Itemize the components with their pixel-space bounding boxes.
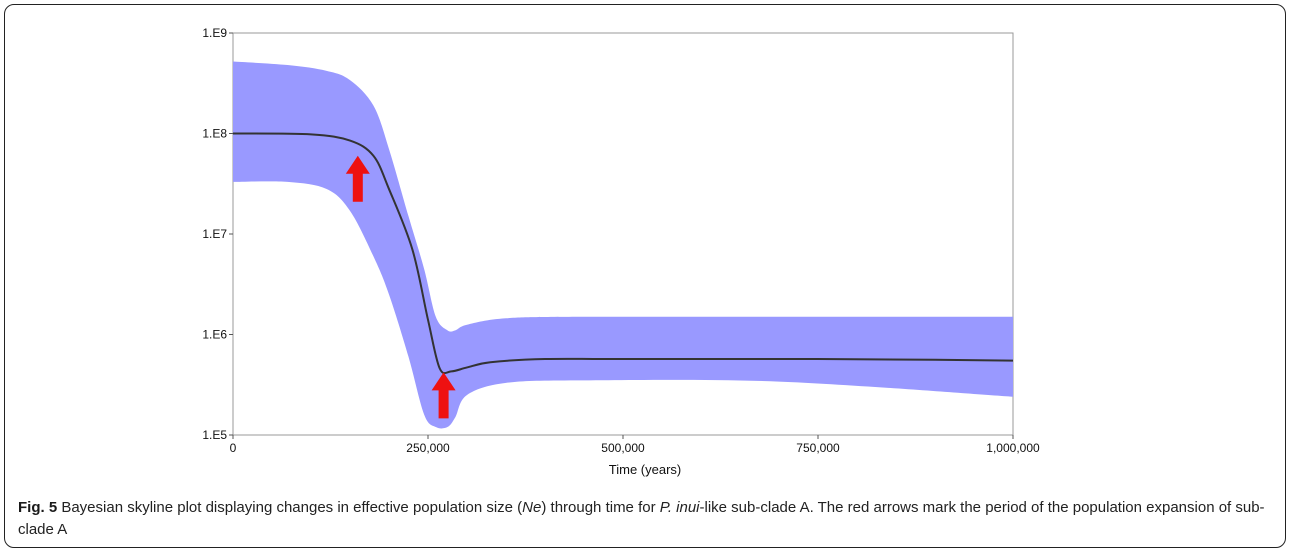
- caption-label: Fig. 5: [18, 499, 58, 516]
- x-tick-label: 500,000: [601, 441, 645, 455]
- x-tick-label: 1,000,000: [986, 441, 1040, 455]
- caption-text-3: -like sub-clade A. The red arrows mark t…: [18, 499, 1265, 538]
- x-tick-label: 0: [230, 441, 237, 455]
- x-axis: 0 250,000 500,000 750,000 1,000,000: [230, 435, 1040, 455]
- x-tick-label: 750,000: [796, 441, 840, 455]
- skyline-chart: 0 250,000 500,000 750,000 1,000,000 1.E5 1.E6…: [202, 26, 1040, 477]
- caption-text-1: Bayesian skyline plot displaying changes…: [57, 499, 523, 516]
- y-tick-label: 1.E7: [202, 227, 227, 241]
- y-tick-label: 1.E9: [202, 26, 227, 40]
- y-tick-label: 1.E6: [202, 328, 227, 342]
- caption-ne: Ne: [522, 499, 542, 516]
- red-arrow-icon: [345, 155, 370, 202]
- red-arrow-icon: [431, 372, 456, 419]
- x-axis-title: Time (years): [609, 462, 681, 477]
- caption-text-2: ) through time for: [541, 499, 660, 516]
- y-tick-label: 1.E5: [202, 428, 227, 442]
- hpd-interval-band: [233, 61, 1013, 429]
- annotation-arrows: [345, 155, 456, 419]
- median-line: [232, 132, 1014, 375]
- y-tick-label: 1.E8: [202, 127, 227, 141]
- x-tick-label: 250,000: [406, 441, 450, 455]
- figure-caption: Fig. 5 Bayesian skyline plot displaying …: [18, 497, 1276, 541]
- y-axis: 1.E5 1.E6 1.E7 1.E8 1.E9: [202, 26, 233, 442]
- caption-species: P. inui: [659, 499, 700, 516]
